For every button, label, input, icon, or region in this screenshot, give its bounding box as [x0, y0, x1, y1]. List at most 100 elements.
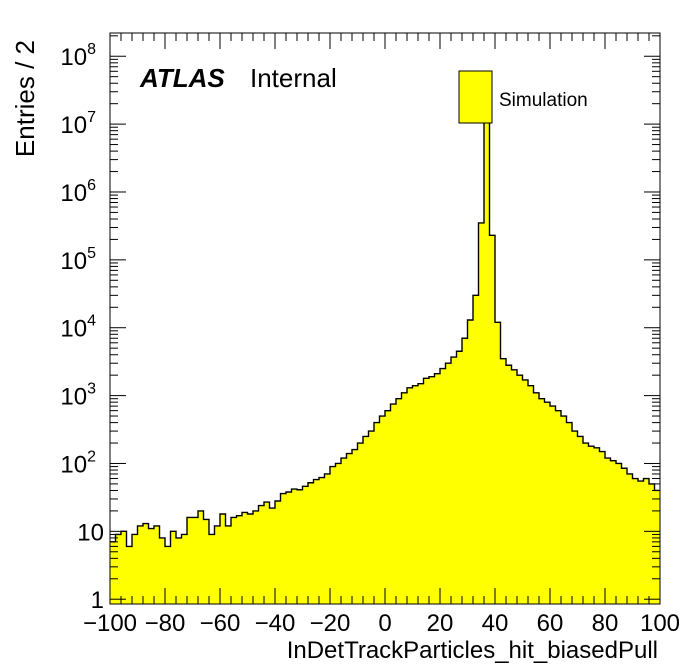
- histogram-bar: [275, 500, 281, 604]
- histogram-bar: [621, 468, 627, 604]
- histogram-bar: [500, 358, 506, 604]
- y-axis-title: Entries / 2: [10, 40, 40, 157]
- histogram-bar: [121, 531, 127, 604]
- histogram-bar: [264, 502, 270, 604]
- histogram-bar: [451, 357, 457, 604]
- atlas-label: ATLAS: [139, 63, 225, 93]
- histogram-bar: [423, 378, 429, 604]
- histogram-bar: [610, 460, 616, 604]
- histogram-bar: [187, 517, 193, 604]
- histogram-bar: [484, 112, 490, 604]
- histogram-bar: [550, 406, 556, 604]
- histogram-bar: [220, 514, 226, 604]
- y-tick-label: 102: [60, 448, 96, 478]
- histogram-bar: [473, 295, 479, 604]
- histogram-bar: [335, 463, 341, 604]
- x-axis-title: InDetTrackParticles_hit_biasedPull: [287, 637, 658, 664]
- y-tick-label: 108: [60, 41, 96, 71]
- histogram-bar: [638, 481, 644, 604]
- histogram-bar: [555, 410, 561, 604]
- histogram-bar: [605, 458, 611, 604]
- y-tick-label: 105: [60, 245, 96, 275]
- histogram-bar: [181, 534, 187, 604]
- y-tick-label: 1: [91, 587, 104, 614]
- y-tick-label: 106: [60, 177, 96, 207]
- histogram-bar: [478, 222, 484, 604]
- histogram-bar: [489, 235, 495, 605]
- histogram-bar: [126, 546, 132, 604]
- histogram-bar: [313, 479, 319, 604]
- histogram-bar: [324, 473, 330, 604]
- histogram-bar: [330, 466, 336, 604]
- histogram-bar: [434, 373, 440, 604]
- histogram-bar: [643, 478, 649, 604]
- histogram-bar: [539, 398, 545, 604]
- histogram-bar: [572, 431, 578, 604]
- atlas-status-label: Internal: [250, 63, 337, 93]
- histogram-bar: [594, 447, 600, 604]
- histogram-bar: [561, 416, 567, 604]
- histogram-bar: [341, 458, 347, 604]
- histogram-bar: [110, 541, 116, 604]
- histogram-bar: [632, 478, 638, 604]
- histogram-bar: [165, 546, 171, 604]
- histogram-bar: [286, 491, 292, 604]
- histogram-bar: [616, 463, 622, 604]
- histogram-bar: [429, 376, 435, 604]
- legend-label-simulation: Simulation: [499, 90, 588, 111]
- histogram-bar: [654, 490, 660, 604]
- histogram-bar: [577, 436, 583, 604]
- histogram-bar: [209, 534, 215, 604]
- histogram-bar: [176, 537, 182, 604]
- x-tick-label: −100: [83, 610, 137, 637]
- x-tick-label: −20: [310, 610, 351, 637]
- histogram-bar: [291, 489, 297, 604]
- histogram-bar: [214, 525, 220, 604]
- histogram-bar: [583, 443, 589, 604]
- histogram-bar: [506, 365, 512, 604]
- histogram-bar: [390, 404, 396, 604]
- histogram-bar: [192, 517, 198, 604]
- histogram-bar: [352, 449, 358, 604]
- histogram-outline: [110, 111, 660, 548]
- histogram-bar: [203, 519, 209, 604]
- y-tick-label: 104: [60, 313, 96, 343]
- histogram-bar: [522, 379, 528, 604]
- histogram-bar: [456, 351, 462, 604]
- histogram-bar: [236, 515, 242, 604]
- histogram-bar: [269, 508, 275, 604]
- histogram-bar: [148, 528, 154, 604]
- histogram-bar: [170, 531, 176, 604]
- legend-swatch-simulation: [458, 70, 493, 124]
- histogram-bar: [225, 525, 231, 604]
- x-tick-label: −40: [255, 610, 296, 637]
- histogram-bar: [154, 525, 160, 604]
- histogram-bar: [588, 446, 594, 604]
- histogram-bar: [599, 451, 605, 604]
- histogram-bar: [418, 383, 424, 604]
- histogram-bar: [544, 402, 550, 604]
- axis-ticks: [109, 33, 661, 604]
- histogram-bar: [462, 338, 468, 604]
- histogram-bar: [396, 398, 402, 604]
- x-tick-label: 60: [537, 610, 564, 637]
- x-tick-label: 20: [427, 610, 454, 637]
- histogram-bars: [110, 111, 660, 605]
- histogram-bar: [467, 319, 473, 604]
- histogram-bar: [280, 493, 286, 604]
- x-tick-label: 80: [592, 610, 619, 637]
- histogram-bar: [137, 525, 143, 604]
- y-tick-label: 103: [60, 381, 96, 411]
- histogram-bar: [368, 431, 374, 604]
- x-tick-label: −60: [200, 610, 241, 637]
- histogram-bar: [627, 473, 633, 604]
- histogram-bar: [319, 477, 325, 604]
- histogram-bar: [517, 375, 523, 604]
- histogram-bar: [297, 489, 303, 604]
- histogram-bar: [242, 512, 248, 604]
- histogram-bar: [407, 387, 413, 604]
- x-tick-label: −80: [145, 610, 186, 637]
- histogram-bar: [495, 322, 501, 604]
- histogram-bar: [132, 534, 138, 604]
